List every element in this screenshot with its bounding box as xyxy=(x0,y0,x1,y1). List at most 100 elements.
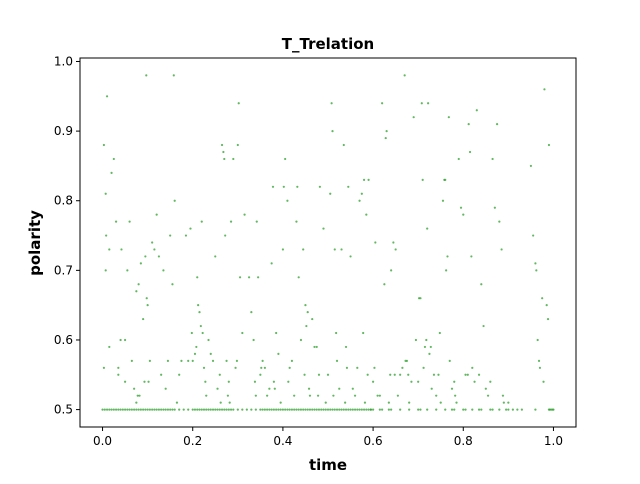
data-point xyxy=(296,185,299,188)
data-point xyxy=(254,394,257,397)
data-point xyxy=(304,408,307,411)
data-point xyxy=(173,199,176,202)
chart-title: T_Trelation xyxy=(282,35,374,53)
data-point xyxy=(324,408,327,411)
data-point xyxy=(532,234,535,237)
data-point xyxy=(335,331,338,335)
data-point xyxy=(120,248,123,251)
data-point xyxy=(363,401,367,404)
data-point xyxy=(450,408,454,411)
data-point xyxy=(338,408,341,411)
data-point xyxy=(349,408,352,411)
y-tick-label: 1.0 xyxy=(54,54,73,68)
data-point xyxy=(171,283,174,286)
data-point xyxy=(195,345,198,349)
data-point xyxy=(446,255,449,258)
data-point xyxy=(304,304,307,307)
data-point xyxy=(144,255,147,258)
data-point xyxy=(426,408,429,411)
data-point xyxy=(143,380,146,383)
data-point xyxy=(381,102,384,105)
data-point xyxy=(344,408,348,411)
data-point xyxy=(453,408,456,411)
data-point xyxy=(223,157,226,161)
data-point xyxy=(207,408,210,411)
data-point xyxy=(126,408,129,411)
data-point xyxy=(117,408,120,411)
data-point xyxy=(547,408,551,411)
data-point xyxy=(105,234,108,237)
data-point xyxy=(128,220,131,223)
data-point xyxy=(297,276,300,279)
data-point xyxy=(362,178,366,181)
data-point xyxy=(552,408,555,411)
data-point xyxy=(237,102,240,105)
data-point xyxy=(351,408,354,411)
data-point xyxy=(281,248,285,251)
data-point xyxy=(133,387,136,390)
data-point xyxy=(453,380,456,383)
data-point xyxy=(277,352,280,355)
data-point xyxy=(171,408,174,411)
data-point xyxy=(429,345,432,349)
data-point xyxy=(254,408,257,411)
data-point xyxy=(155,213,158,216)
data-point xyxy=(284,408,287,411)
data-point xyxy=(401,366,404,369)
data-point xyxy=(184,234,188,237)
data-point xyxy=(202,366,206,369)
data-point xyxy=(445,269,448,272)
data-point xyxy=(338,387,341,390)
data-point xyxy=(307,387,311,390)
data-point xyxy=(358,199,361,202)
data-point xyxy=(114,220,118,223)
data-point xyxy=(112,408,115,411)
data-point xyxy=(302,408,305,411)
data-point xyxy=(104,192,107,195)
x-tick-label: 0.4 xyxy=(273,434,292,448)
data-point xyxy=(227,380,230,383)
data-point xyxy=(282,185,285,188)
data-point xyxy=(464,373,467,376)
data-point xyxy=(175,401,179,404)
data-point xyxy=(505,408,508,411)
data-point xyxy=(489,380,492,383)
data-point xyxy=(281,408,285,411)
data-point xyxy=(146,304,149,307)
data-point xyxy=(482,324,485,328)
data-point xyxy=(117,373,120,376)
data-point xyxy=(146,408,149,411)
data-point xyxy=(435,394,438,397)
data-point xyxy=(268,408,271,411)
data-point xyxy=(279,408,282,411)
data-point xyxy=(308,394,312,397)
data-point xyxy=(358,408,361,411)
data-point xyxy=(105,408,109,411)
data-point xyxy=(534,408,537,411)
data-point xyxy=(288,408,291,411)
data-point xyxy=(444,408,447,411)
data-point xyxy=(313,345,316,349)
data-point xyxy=(464,408,467,411)
data-point xyxy=(493,206,496,209)
data-point xyxy=(145,74,148,77)
data-point xyxy=(498,220,501,223)
data-point xyxy=(102,366,105,369)
data-point xyxy=(119,338,122,342)
plot-area-frame xyxy=(79,57,577,428)
data-point xyxy=(299,338,303,342)
data-point xyxy=(427,102,430,105)
x-tick-label: 1.0 xyxy=(544,434,563,448)
data-point xyxy=(196,408,199,411)
data-point xyxy=(272,380,275,383)
data-point xyxy=(414,338,418,342)
data-point xyxy=(417,380,420,383)
data-point xyxy=(502,401,505,404)
data-point xyxy=(438,331,441,335)
data-point xyxy=(306,408,309,411)
data-point xyxy=(216,387,219,390)
data-point xyxy=(178,408,181,411)
data-point xyxy=(331,130,334,133)
